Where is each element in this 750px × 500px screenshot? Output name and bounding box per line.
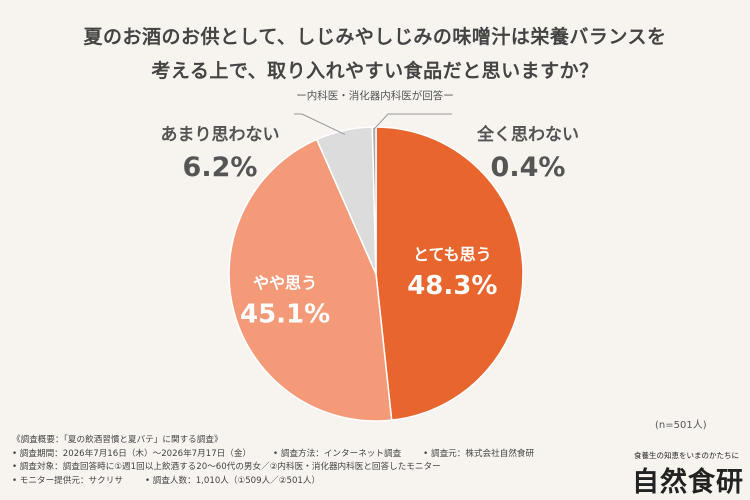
sample-size-note: (n=501人)	[655, 420, 707, 431]
logo-tagline: 食養生の知恵をいまのかたちに	[634, 451, 739, 460]
chart-subtitle: ー内科医・消化器内科医が回答ー	[296, 90, 454, 102]
survey-org: • 調査元：株式会社自然食研	[423, 448, 535, 459]
slice-label-not-at-all: 全く思わない	[476, 124, 579, 145]
survey-count: • 調査人数：1,010人（①509人／②501人）	[144, 475, 321, 486]
chart-title-line-2: 考える上で、取り入れやすい食品だと思いますか？	[151, 60, 599, 82]
slice-label-not-really: あまり思わない	[161, 125, 280, 145]
slice-value-somewhat: 45.1%	[240, 299, 330, 329]
slice-value-not-really: 6.2%	[183, 152, 258, 183]
survey-notes: 《調査概要：「夏の飲酒習慣と夏バテ」に関する調査》 • 調査期間：2026年7月…	[12, 434, 612, 488]
survey-overview: 《調査概要：「夏の飲酒習慣と夏バテ」に関する調査》	[12, 435, 223, 445]
survey-method: • 調査方法：インターネット調査	[273, 448, 402, 459]
survey-row-1: • 調査期間：2026年7月16日（木）～2026年7月17日（金） • 調査方法…	[12, 448, 612, 462]
slice-label-somewhat: やや思う	[253, 273, 317, 292]
leader-line-not-really	[301, 113, 346, 135]
slice-label-very-much: とても思う	[413, 245, 492, 264]
survey-target: • 調査対象：調査回答時に①週1回以上飲酒する20～60代の男女／②内科医・消化…	[12, 462, 441, 472]
survey-row-3: • モニター提供元：サクリサ • 調査人数：1,010人（①509人／②501人）	[12, 475, 612, 489]
chart-title-line-1: 夏のお酒のお供として、しじみやしじみの味噌汁は栄養バランスを	[83, 26, 667, 48]
pie-slice-very-much	[375, 126, 524, 421]
company-logo: 自然食研	[632, 467, 744, 498]
slice-value-very-much: 48.3%	[407, 271, 497, 301]
survey-monitor: • モニター提供元：サクリサ	[12, 475, 123, 486]
survey-period: • 調査期間：2026年7月16日（木）～2026年7月17日（金）	[12, 448, 252, 459]
pie-slice-somewhat	[228, 138, 393, 422]
slice-value-not-at-all: 0.4%	[491, 152, 566, 183]
leader-line-not-at-all	[373, 113, 389, 130]
